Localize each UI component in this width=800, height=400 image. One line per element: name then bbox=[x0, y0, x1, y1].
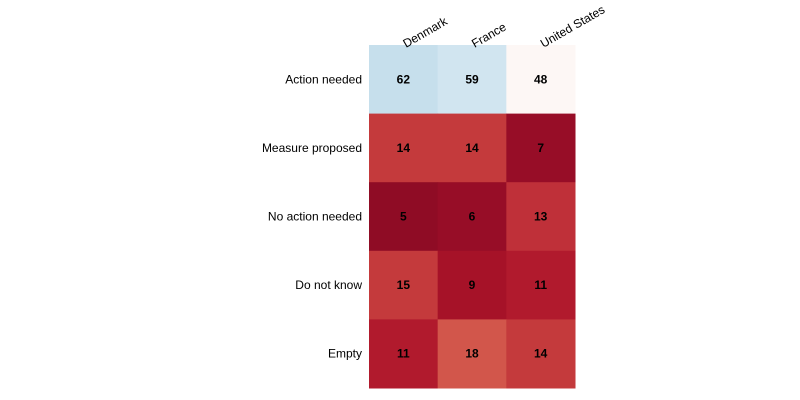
heatmap-cell-no-action-needed-united-states bbox=[506, 182, 576, 252]
heatmap-cell-do-not-know-denmark bbox=[369, 250, 439, 320]
heatmap-cell-action-needed-united-states bbox=[506, 45, 576, 115]
column-label-united-states: United States bbox=[538, 2, 607, 50]
cell-value-label: 9 bbox=[469, 278, 476, 292]
cell-value-label: 11 bbox=[534, 278, 547, 292]
cell-value-label: 18 bbox=[465, 347, 479, 361]
cell-value-label: 5 bbox=[400, 210, 407, 224]
heatmap-cell-measure-proposed-france bbox=[437, 113, 507, 183]
cell-value-label: 13 bbox=[534, 210, 548, 224]
heatmap-cell-action-needed-france bbox=[437, 45, 507, 115]
cell-value-label: 15 bbox=[397, 278, 411, 292]
heatmap-cell-do-not-know-united-states bbox=[506, 250, 576, 320]
cell-value-label: 14 bbox=[397, 141, 411, 155]
heatmap-cell-no-action-needed-denmark bbox=[369, 182, 439, 252]
row-label-no-action-needed: No action needed bbox=[268, 210, 362, 224]
heatmap-cell-no-action-needed-france bbox=[437, 182, 507, 252]
cell-value-label: 59 bbox=[465, 72, 479, 86]
cell-value-label: 7 bbox=[537, 141, 544, 155]
heatmap-cell-empty-denmark bbox=[369, 319, 439, 389]
row-label-do-not-know: Do not know bbox=[295, 278, 362, 292]
row-label-empty: Empty bbox=[328, 347, 362, 361]
heatmap-cell-measure-proposed-denmark bbox=[369, 113, 439, 183]
cell-value-label: 14 bbox=[534, 347, 548, 361]
heatmap-cell-empty-france bbox=[437, 319, 507, 389]
cell-value-label: 62 bbox=[397, 72, 411, 86]
cell-value-label: 14 bbox=[465, 141, 479, 155]
cell-value-label: 6 bbox=[469, 210, 476, 224]
heatmap-cell-action-needed-denmark bbox=[369, 45, 439, 115]
row-label-action-needed: Action needed bbox=[285, 72, 362, 86]
heatmap-cell-do-not-know-france bbox=[437, 250, 507, 320]
heatmap-cell-empty-united-states bbox=[506, 319, 576, 389]
cell-value-label: 48 bbox=[534, 72, 548, 86]
heatmap-cell-measure-proposed-united-states bbox=[506, 113, 576, 183]
row-label-measure-proposed: Measure proposed bbox=[262, 141, 362, 155]
cell-value-label: 11 bbox=[397, 347, 410, 361]
